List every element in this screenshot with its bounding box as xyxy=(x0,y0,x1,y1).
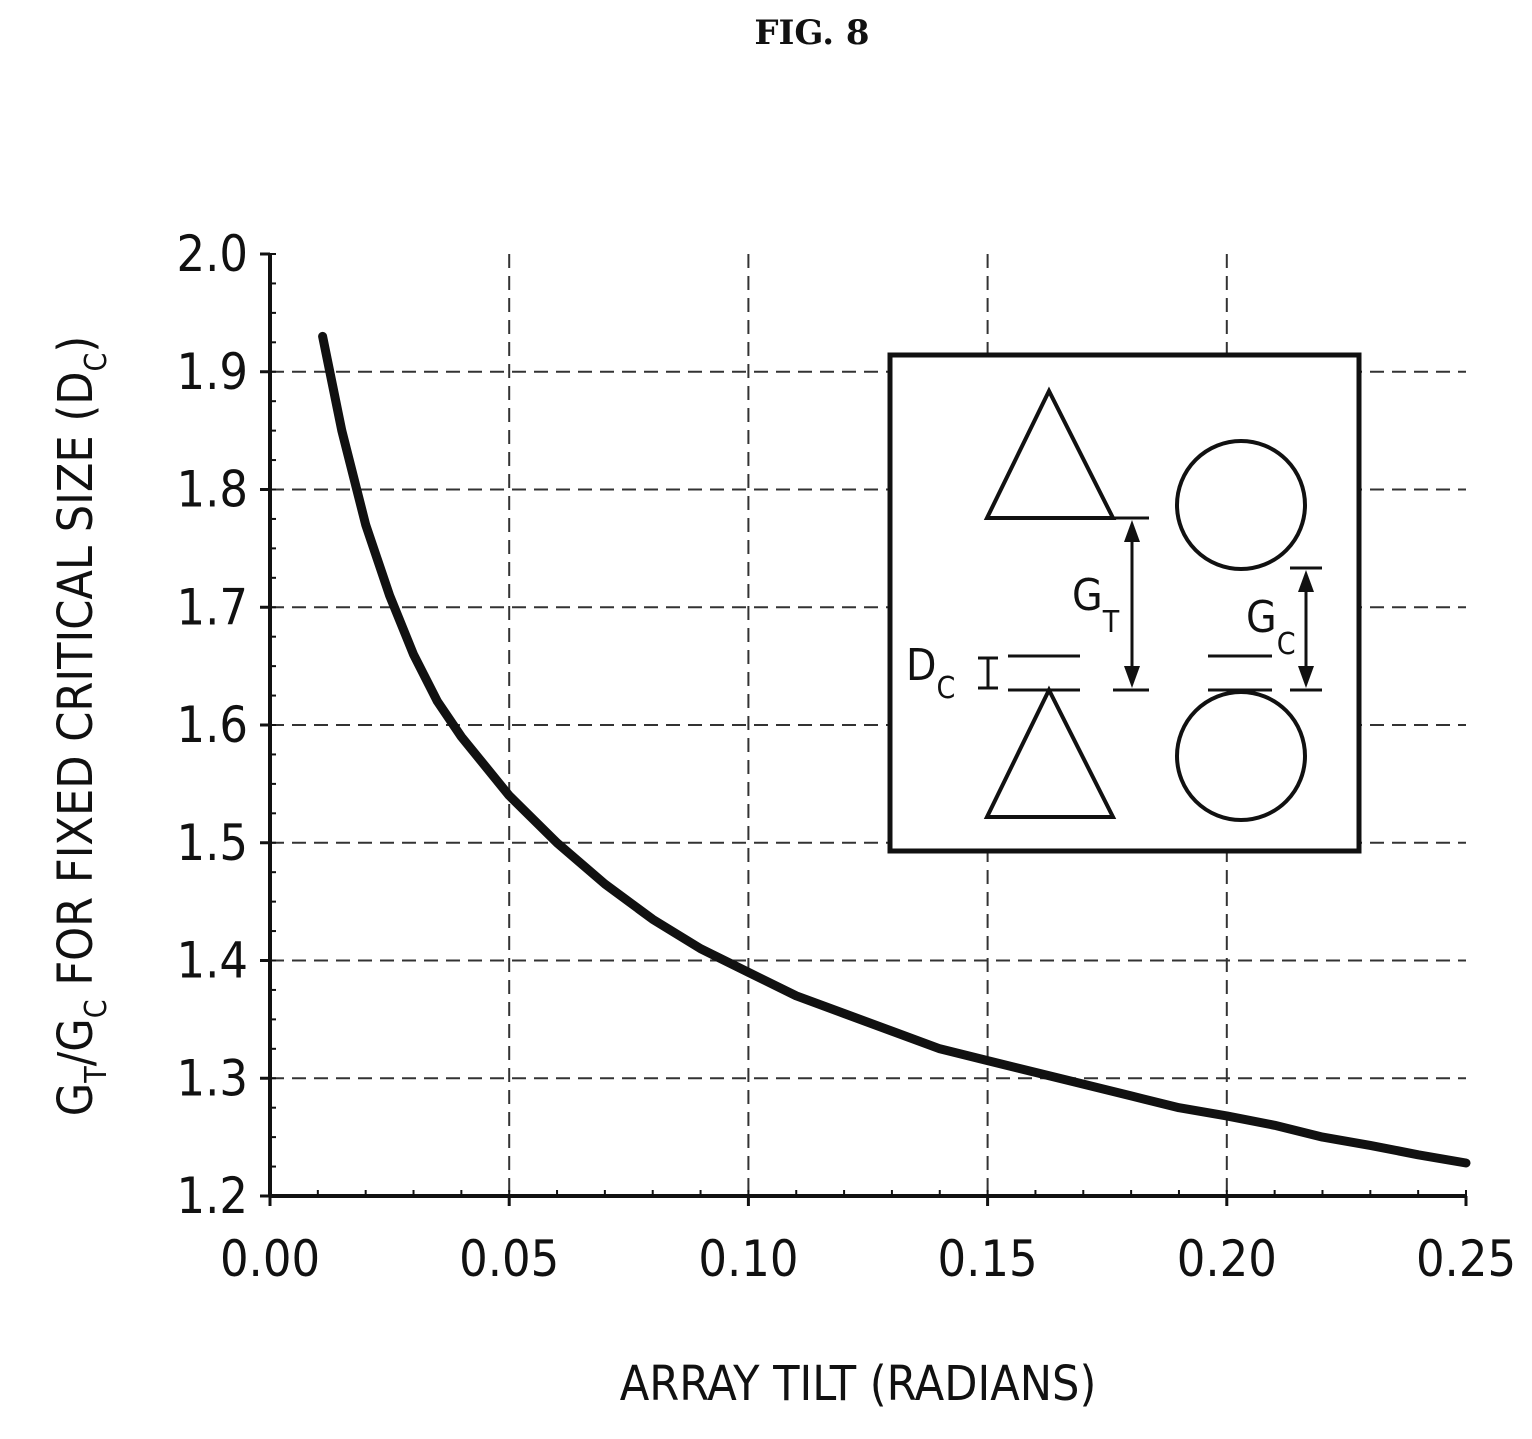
series-layer xyxy=(318,331,1471,1168)
y-tick-label: 1.7 xyxy=(176,578,248,636)
y-tick-labels: 1.2 1.3 1.4 1.5 1.6 1.7 1.8 1.9 2.0 xyxy=(176,225,248,1225)
upper-triangle xyxy=(983,386,1117,520)
x-tick-label: 0.10 xyxy=(698,1230,798,1288)
gc-label: GC xyxy=(1246,592,1296,662)
lower-triangle xyxy=(983,685,1117,819)
y-axis-label: GT/GC FOR FIXED CRITICAL SIZE (DC) xyxy=(48,336,114,1116)
y-tick-label: 1.8 xyxy=(176,461,248,519)
y-tick-label: 1.6 xyxy=(176,696,248,754)
x-tick-label: 0.05 xyxy=(459,1230,559,1288)
upper-circle xyxy=(1175,439,1307,571)
gt-label: GT xyxy=(1072,570,1120,640)
x-axis-label: ARRAY TILT (RADIANS) xyxy=(620,1356,1097,1412)
y-tick-label: 1.5 xyxy=(176,814,248,872)
x-tick-label: 0.20 xyxy=(1177,1230,1277,1288)
x-tick-label: 0.25 xyxy=(1416,1230,1516,1288)
x-tick-label: 0.00 xyxy=(220,1230,320,1288)
inset-box xyxy=(887,352,1362,854)
gt-arrow-up-icon xyxy=(1124,520,1140,542)
lower-circle xyxy=(1175,690,1307,822)
gc-arrow-up-icon xyxy=(1298,570,1314,592)
dc-label: DC xyxy=(906,640,955,706)
y-tick-label: 1.9 xyxy=(176,343,248,401)
y-tick-label: 1.4 xyxy=(176,932,248,990)
series-line-0 xyxy=(318,331,1471,1168)
figure-title: FIG. 8 xyxy=(754,13,869,53)
y-tick-label: 2.0 xyxy=(176,225,248,283)
axes xyxy=(260,252,1468,1206)
y-tick-label: 1.3 xyxy=(176,1049,248,1107)
x-tick-label: 0.15 xyxy=(938,1230,1038,1288)
gc-arrow-down-icon xyxy=(1298,666,1314,688)
inset-diagram: GT GC DC xyxy=(887,352,1362,854)
y-tick-label: 1.2 xyxy=(176,1167,248,1225)
x-tick-labels: 0.00 0.05 0.10 0.15 0.20 0.25 xyxy=(220,1230,1516,1288)
gt-arrow-down-icon xyxy=(1124,666,1140,688)
